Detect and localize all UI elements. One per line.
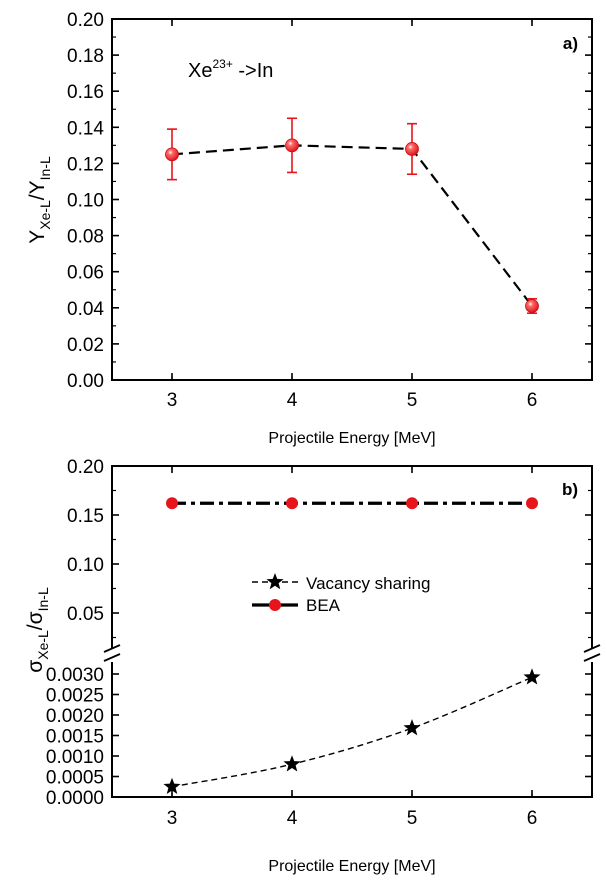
y-tick-label-lower: 0.0000 <box>46 788 104 809</box>
y-tick-label-upper: 0.15 <box>67 506 104 527</box>
y-tick-label: 0.06 <box>67 263 104 284</box>
panel-b-x-axis-label: Projectile Energy [MeV] <box>268 858 435 875</box>
panel-b: 0.05 0.10 0.15 0.20 0.00000.00050.00100.0015… <box>24 457 601 875</box>
y-tick-label: 0.20 <box>67 10 104 31</box>
panel-b-y-ticks: 0.05 0.10 0.15 0.20 0.00000.00050.00100.0015… <box>46 457 592 809</box>
bea-point <box>166 497 178 510</box>
axis-break-marks <box>103 644 601 662</box>
y-tick-label-lower: 0.0025 <box>46 686 104 707</box>
legend-label-vacancy-sharing: Vacancy sharing <box>306 574 430 593</box>
y-tick-label-upper: 0.20 <box>67 457 104 478</box>
x-tick-label: 3 <box>167 808 178 829</box>
bea-point <box>526 497 538 510</box>
x-tick-label: 6 <box>527 808 538 829</box>
panel-b-upper-frame <box>111 465 593 648</box>
legend: Vacancy sharing BEA <box>252 573 430 615</box>
bea-point <box>286 497 298 510</box>
y-tick-label: 0.10 <box>67 191 104 212</box>
data-point <box>285 138 299 153</box>
panel-b-series <box>163 497 541 795</box>
y-tick-label-lower: 0.0005 <box>46 768 104 789</box>
vacancy-sharing-point <box>403 719 421 736</box>
panel-a-x-axis-label: Projectile Energy [MeV] <box>268 430 435 447</box>
panel-b-y-axis-label: σXe-L/σIn-L <box>24 587 51 673</box>
x-tick-label: 3 <box>167 390 178 411</box>
panel-a-y-axis-label: YXe-L/YIn-L <box>26 156 53 244</box>
y-tick-label-lower: 0.0015 <box>46 727 104 748</box>
y-tick-label: 0.08 <box>67 227 104 248</box>
x-tick-label: 6 <box>527 390 538 411</box>
y-tick-label-upper: 0.05 <box>67 604 104 625</box>
vacancy-sharing-point <box>283 755 301 772</box>
y-tick-label: 0.02 <box>67 335 104 356</box>
data-point <box>165 147 179 162</box>
y-tick-label-lower: 0.0010 <box>46 747 104 768</box>
vacancy-sharing-point <box>163 777 181 795</box>
y-tick-label: 0.14 <box>67 118 104 139</box>
y-tick-label: 0.16 <box>67 82 104 103</box>
ratio-line <box>171 144 533 307</box>
x-tick-label: 5 <box>407 808 418 829</box>
y-tick-label: 0.04 <box>67 299 104 320</box>
legend-star-marker <box>266 573 284 590</box>
y-tick-label: 0.18 <box>67 46 104 67</box>
y-tick-label: 0.12 <box>67 154 104 175</box>
y-tick-label-lower: 0.0030 <box>46 665 104 686</box>
panel-a-plot-frame <box>111 18 593 381</box>
x-tick-label: 4 <box>287 808 298 829</box>
data-point <box>525 299 539 313</box>
panel-a: 0.00 0.02 0.04 0.06 0.08 0.10 0.12 0.14 0.16 0.18… <box>26 10 593 447</box>
panel-a-annotation: Xe23+ ->In <box>188 57 273 82</box>
y-tick-label: 0.00 <box>67 371 104 392</box>
vacancy-sharing-point <box>523 668 541 685</box>
data-point <box>405 142 419 156</box>
y-tick-label-upper: 0.10 <box>67 555 104 576</box>
panel-b-lower-frame <box>111 662 593 798</box>
panel-a-label: a) <box>563 34 578 53</box>
panel-a-y-ticks: 0.00 0.02 0.04 0.06 0.08 0.10 0.12 0.14 0.16 0.18… <box>67 10 592 392</box>
x-tick-label: 4 <box>287 390 298 411</box>
bea-point <box>406 497 418 510</box>
legend-circle-marker <box>269 599 281 611</box>
legend-item-bea: BEA <box>252 596 341 615</box>
panel-b-label: b) <box>562 480 578 499</box>
y-tick-label-lower: 0.0020 <box>46 706 104 727</box>
legend-label-bea: BEA <box>306 596 341 615</box>
panel-a-x-ticks: 3 4 5 6 <box>167 19 538 411</box>
legend-item-vacancy-sharing: Vacancy sharing <box>252 573 430 593</box>
vacancy-sharing-line <box>171 676 533 788</box>
panel-a-series <box>165 117 539 315</box>
panel-b-x-ticks: 3 4 5 6 <box>167 466 538 829</box>
x-tick-label: 5 <box>407 390 418 411</box>
